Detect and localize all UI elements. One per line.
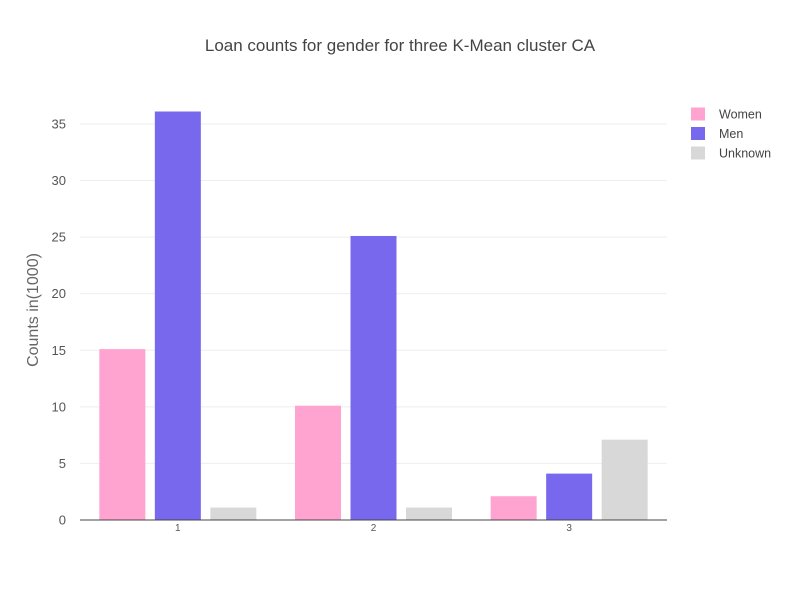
y-axis-ticks: 0 5 10 15 20 25 30 35 [52, 116, 66, 527]
y-tick-label: 30 [52, 173, 66, 188]
y-tick-label: 25 [52, 230, 66, 245]
x-axis-ticks: 1 2 3 [175, 523, 572, 534]
legend-swatch [691, 107, 705, 121]
legend-label: Unknown [719, 147, 771, 161]
y-tick-label: 15 [52, 343, 66, 358]
chart-title: Loan counts for gender for three K-Mean … [205, 36, 596, 55]
y-axis-label: Counts in(1000) [25, 253, 42, 367]
legend-item-women[interactable]: Women [691, 107, 762, 122]
x-tick-label: 1 [175, 523, 181, 534]
bar-unknown-cluster-3[interactable] [601, 439, 648, 520]
bar-women-cluster-3[interactable] [490, 496, 537, 520]
bar-men-cluster-1[interactable] [154, 111, 201, 521]
y-tick-label: 0 [59, 513, 66, 528]
bar-men-cluster-3[interactable] [546, 473, 593, 520]
y-tick-label: 20 [52, 286, 66, 301]
y-tick-label: 5 [59, 456, 66, 471]
bar-unknown-cluster-1[interactable] [210, 507, 257, 520]
x-tick-label: 3 [566, 523, 572, 534]
legend-label: Men [719, 127, 743, 141]
legend[interactable]: Women Men Unknown [691, 107, 771, 161]
bars [99, 111, 648, 521]
bar-men-cluster-2[interactable] [350, 235, 397, 520]
legend-label: Women [719, 108, 762, 122]
x-tick-label: 2 [371, 523, 377, 534]
bar-unknown-cluster-2[interactable] [406, 507, 452, 520]
bar-women-cluster-1[interactable] [99, 349, 146, 520]
bar-women-cluster-2[interactable] [295, 405, 341, 520]
y-tick-label: 35 [52, 116, 66, 131]
legend-item-men[interactable]: Men [691, 127, 743, 141]
legend-item-unknown[interactable]: Unknown [691, 146, 771, 161]
legend-swatch [691, 146, 705, 160]
y-tick-label: 10 [52, 399, 66, 414]
legend-swatch [691, 127, 705, 140]
